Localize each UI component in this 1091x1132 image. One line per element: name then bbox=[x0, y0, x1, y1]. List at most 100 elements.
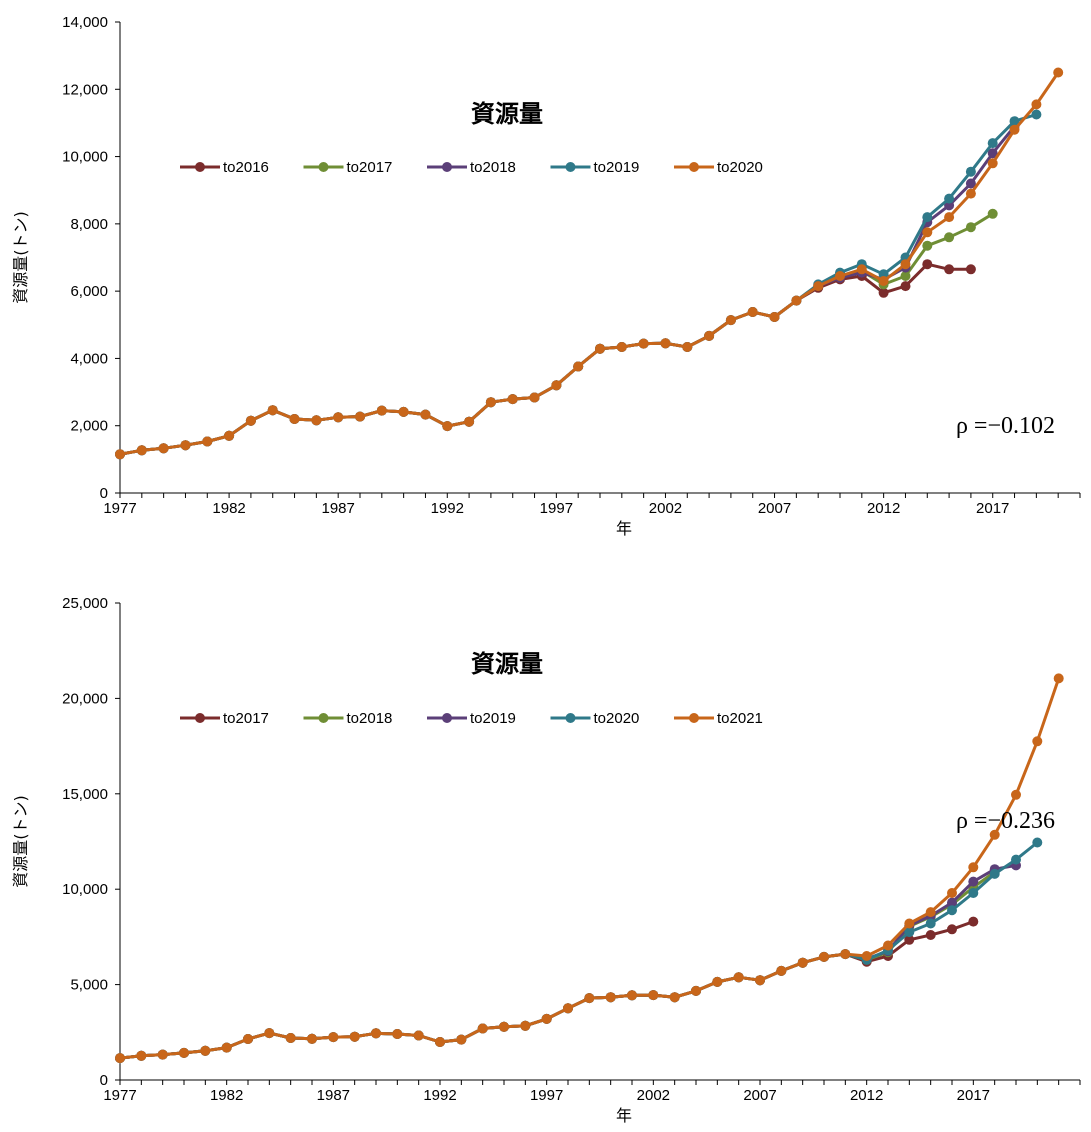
data-point-to2016 bbox=[878, 287, 889, 298]
data-point-to2021 bbox=[115, 1053, 125, 1064]
legend-label: to2020 bbox=[594, 710, 640, 727]
x-tick-label: 1997 bbox=[530, 1087, 563, 1104]
data-point-to2017 bbox=[965, 222, 976, 233]
data-point-to2020 bbox=[420, 409, 431, 420]
x-tick-label: 2007 bbox=[758, 500, 791, 517]
data-point-to2017 bbox=[987, 208, 998, 219]
x-tick-label: 2017 bbox=[976, 500, 1009, 517]
data-point-to2021 bbox=[605, 992, 616, 1003]
data-point-to2021 bbox=[200, 1045, 211, 1056]
data-point-to2021 bbox=[691, 985, 701, 996]
legend-swatch-marker bbox=[689, 162, 699, 172]
data-point-to2021 bbox=[179, 1047, 189, 1058]
data-point-to2020 bbox=[1053, 67, 1064, 78]
data-point-to2020 bbox=[573, 361, 584, 372]
data-point-to2021 bbox=[627, 990, 637, 1001]
data-point-to2021 bbox=[989, 829, 1000, 840]
data-point-to2020 bbox=[922, 227, 933, 238]
data-point-to2016 bbox=[944, 264, 955, 275]
legend-label: to2018 bbox=[347, 710, 393, 727]
legend-label: to2017 bbox=[347, 159, 393, 176]
data-point-to2020 bbox=[878, 276, 889, 286]
data-point-to2021 bbox=[477, 1023, 488, 1034]
data-point-to2020 bbox=[835, 271, 845, 281]
x-tick-label: 1987 bbox=[317, 1087, 350, 1104]
data-point-to2020 bbox=[1011, 854, 1021, 865]
data-point-to2021 bbox=[947, 888, 957, 898]
data-point-to2020 bbox=[136, 445, 147, 456]
data-point-to2021 bbox=[904, 918, 915, 929]
y-axis-label: 資源量(トン) bbox=[11, 795, 30, 888]
y-tick-label: 5,000 bbox=[70, 977, 108, 994]
data-point-to2021 bbox=[435, 1037, 445, 1047]
data-point-to2021 bbox=[371, 1028, 381, 1039]
data-point-to2019 bbox=[968, 876, 979, 887]
data-point-to2019 bbox=[947, 897, 957, 908]
data-point-to2020 bbox=[947, 905, 957, 916]
data-point-to2020 bbox=[900, 259, 911, 270]
y-tick-label: 15,000 bbox=[62, 786, 108, 803]
legend-label: to2021 bbox=[717, 710, 763, 727]
data-point-to2021 bbox=[221, 1042, 232, 1053]
data-point-to2020 bbox=[791, 295, 802, 306]
data-point-to2021 bbox=[328, 1032, 339, 1043]
x-tick-label: 1977 bbox=[103, 1087, 136, 1104]
data-point-to2017 bbox=[925, 930, 936, 940]
chart-bottom: 0 5,000 10,000 15,000 20,000 25,000 1977 1982 19… bbox=[11, 595, 1081, 1125]
data-point-to2021 bbox=[584, 993, 595, 1004]
data-point-to2020 bbox=[245, 415, 256, 426]
y-tick-label: 12,000 bbox=[62, 81, 108, 98]
legend-swatch-marker bbox=[195, 713, 205, 723]
data-point-to2021 bbox=[883, 940, 893, 951]
data-point-to2020 bbox=[376, 405, 387, 416]
data-point-to2019 bbox=[922, 212, 933, 223]
series-line-to2019 bbox=[119, 863, 1017, 1060]
data-point-to2020 bbox=[987, 158, 998, 169]
data-point-to2020 bbox=[769, 312, 780, 322]
data-point-to2020 bbox=[485, 397, 496, 408]
data-point-to2020 bbox=[944, 212, 955, 223]
data-point-to2021 bbox=[563, 1003, 573, 1014]
x-tick-label: 2012 bbox=[850, 1087, 883, 1104]
data-point-to2021 bbox=[861, 951, 872, 961]
data-point-to2020 bbox=[638, 338, 649, 349]
data-point-to2020 bbox=[968, 888, 979, 898]
data-point-to2021 bbox=[819, 951, 829, 962]
y-tick-label: 6,000 bbox=[70, 283, 108, 300]
legend-swatch-marker bbox=[565, 713, 576, 723]
data-point-to2019 bbox=[1031, 109, 1042, 120]
data-point-to2017 bbox=[947, 924, 957, 935]
data-point-to2021 bbox=[755, 975, 765, 986]
data-point-to2020 bbox=[747, 307, 758, 317]
legend-swatch-marker bbox=[318, 713, 329, 723]
y-tick-label: 8,000 bbox=[70, 216, 108, 233]
data-point-to2021 bbox=[1053, 673, 1064, 684]
data-point-to2020 bbox=[856, 264, 867, 275]
data-point-to2020 bbox=[224, 430, 235, 441]
data-point-to2020 bbox=[115, 449, 125, 460]
data-point-to2018 bbox=[987, 148, 998, 159]
rho-annotation: ρ =−0.102 bbox=[956, 413, 1055, 439]
data-point-to2020 bbox=[813, 281, 824, 292]
data-point-to2021 bbox=[456, 1034, 467, 1045]
y-tick-label: 25,000 bbox=[62, 595, 108, 612]
data-point-to2020 bbox=[925, 918, 936, 929]
legend-swatch-marker bbox=[565, 162, 576, 172]
x-tick-label: 2012 bbox=[867, 500, 900, 517]
data-point-to2020 bbox=[289, 414, 300, 424]
data-point-to2021 bbox=[136, 1050, 147, 1061]
data-point-to2020 bbox=[158, 443, 169, 454]
data-point-to2021 bbox=[776, 965, 787, 976]
data-point-to2017 bbox=[900, 271, 911, 281]
data-point-to2020 bbox=[704, 330, 715, 341]
data-point-to2021 bbox=[349, 1031, 360, 1042]
data-point-to2020 bbox=[1032, 837, 1043, 848]
data-point-to2021 bbox=[541, 1013, 552, 1024]
x-tick-label: 1992 bbox=[431, 500, 464, 517]
legend-swatch-marker bbox=[689, 713, 699, 723]
y-tick-label: 4,000 bbox=[70, 350, 108, 367]
data-point-to2020 bbox=[529, 392, 540, 403]
x-tick-label: 2007 bbox=[743, 1087, 776, 1104]
data-point-to2020 bbox=[507, 394, 518, 405]
